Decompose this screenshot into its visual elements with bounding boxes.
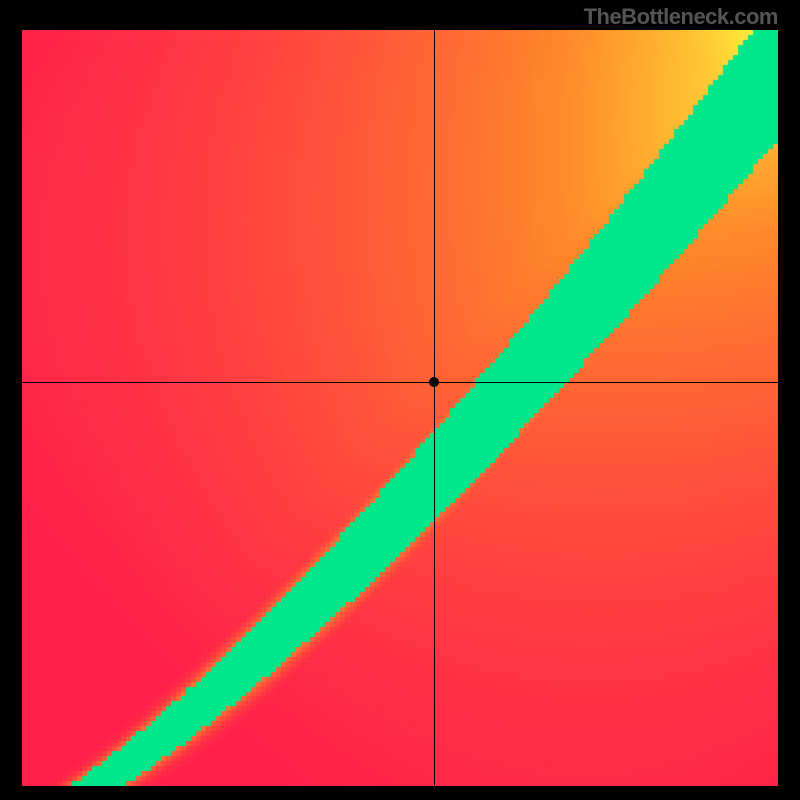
- crosshair-horizontal: [22, 382, 778, 383]
- heatmap-canvas: [22, 30, 778, 786]
- root-container: TheBottleneck.com: [0, 0, 800, 800]
- heatmap-plot: [22, 30, 778, 786]
- crosshair-vertical: [434, 30, 435, 786]
- crosshair-marker: [429, 377, 439, 387]
- attribution-text: TheBottleneck.com: [584, 4, 778, 30]
